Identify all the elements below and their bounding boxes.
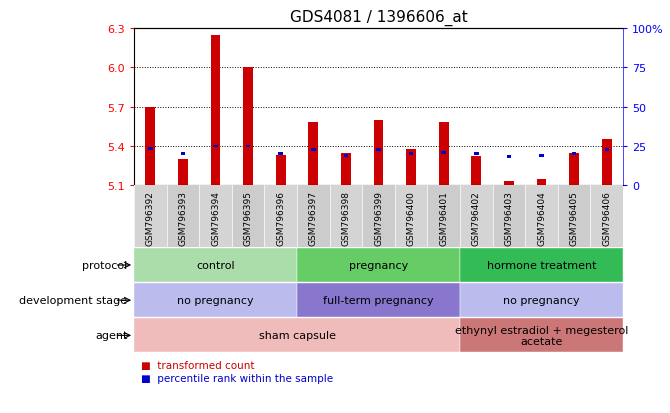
Text: ■  transformed count: ■ transformed count	[141, 361, 254, 370]
Bar	[442, 152, 446, 154]
Bar	[362, 186, 395, 248]
Bar	[374, 121, 383, 186]
Text: control: control	[196, 260, 234, 271]
Bar	[504, 182, 514, 186]
Text: GSM796398: GSM796398	[342, 191, 350, 246]
Bar	[246, 145, 251, 148]
Bar	[341, 153, 351, 186]
Bar	[297, 186, 330, 248]
Text: sham capsule: sham capsule	[259, 330, 336, 341]
Text: GSM796403: GSM796403	[505, 191, 513, 246]
Text: GSM796405: GSM796405	[570, 191, 579, 246]
Text: no pregnancy: no pregnancy	[503, 295, 580, 306]
Bar	[590, 186, 623, 248]
Bar	[344, 154, 348, 157]
Bar	[134, 319, 460, 352]
Bar	[330, 186, 362, 248]
Text: pregnancy: pregnancy	[349, 260, 408, 271]
Text: GSM796406: GSM796406	[602, 191, 611, 246]
Bar	[604, 149, 609, 152]
Text: full-term pregnancy: full-term pregnancy	[323, 295, 434, 306]
Bar	[507, 156, 511, 159]
Bar	[472, 157, 481, 186]
Bar	[525, 186, 558, 248]
Text: agent: agent	[95, 330, 127, 341]
Text: no pregnancy: no pregnancy	[177, 295, 254, 306]
Bar	[134, 249, 297, 282]
Text: ethynyl estradiol + megesterol
acetate: ethynyl estradiol + megesterol acetate	[455, 325, 628, 347]
Bar	[276, 156, 285, 186]
Text: ■  percentile rank within the sample: ■ percentile rank within the sample	[141, 373, 333, 383]
Text: GSM796399: GSM796399	[374, 191, 383, 246]
Bar	[377, 149, 381, 152]
Bar	[232, 186, 265, 248]
Bar	[460, 319, 623, 352]
Text: protocol: protocol	[82, 260, 127, 271]
Bar	[279, 153, 283, 156]
Bar	[297, 249, 460, 282]
Bar	[492, 186, 525, 248]
Bar	[199, 186, 232, 248]
Text: GSM796394: GSM796394	[211, 191, 220, 246]
Text: GSM796396: GSM796396	[276, 191, 285, 246]
Text: GSM796404: GSM796404	[537, 191, 546, 245]
Bar	[539, 154, 544, 157]
Bar	[409, 153, 413, 156]
Bar	[439, 123, 449, 186]
Bar	[460, 284, 623, 317]
Text: hormone treatment: hormone treatment	[487, 260, 596, 271]
Bar	[395, 186, 427, 248]
Text: GSM796392: GSM796392	[146, 191, 155, 246]
Text: GSM796397: GSM796397	[309, 191, 318, 246]
Bar	[148, 148, 153, 151]
Bar	[537, 179, 547, 186]
Bar	[213, 145, 218, 148]
Bar	[243, 68, 253, 186]
Bar	[297, 284, 460, 317]
Text: GSM796395: GSM796395	[244, 191, 253, 246]
Bar	[308, 123, 318, 186]
Text: GSM796402: GSM796402	[472, 191, 481, 245]
Text: development stage: development stage	[19, 295, 127, 306]
Bar	[134, 186, 167, 248]
Bar	[265, 186, 297, 248]
Text: GSM796400: GSM796400	[407, 191, 415, 246]
Bar	[406, 149, 416, 186]
Bar	[311, 149, 316, 152]
Bar	[181, 153, 185, 156]
Bar	[474, 153, 478, 156]
Text: GSM796393: GSM796393	[178, 191, 188, 246]
Bar	[427, 186, 460, 248]
Bar	[570, 153, 579, 186]
Bar	[558, 186, 590, 248]
Title: GDS4081 / 1396606_at: GDS4081 / 1396606_at	[289, 10, 468, 26]
Bar	[602, 140, 612, 186]
Bar	[460, 249, 623, 282]
Bar	[145, 107, 155, 186]
Text: GSM796401: GSM796401	[440, 191, 448, 246]
Bar	[167, 186, 199, 248]
Bar	[178, 160, 188, 186]
Bar	[460, 186, 492, 248]
Bar	[572, 153, 576, 156]
Bar	[210, 36, 220, 186]
Bar	[134, 284, 297, 317]
